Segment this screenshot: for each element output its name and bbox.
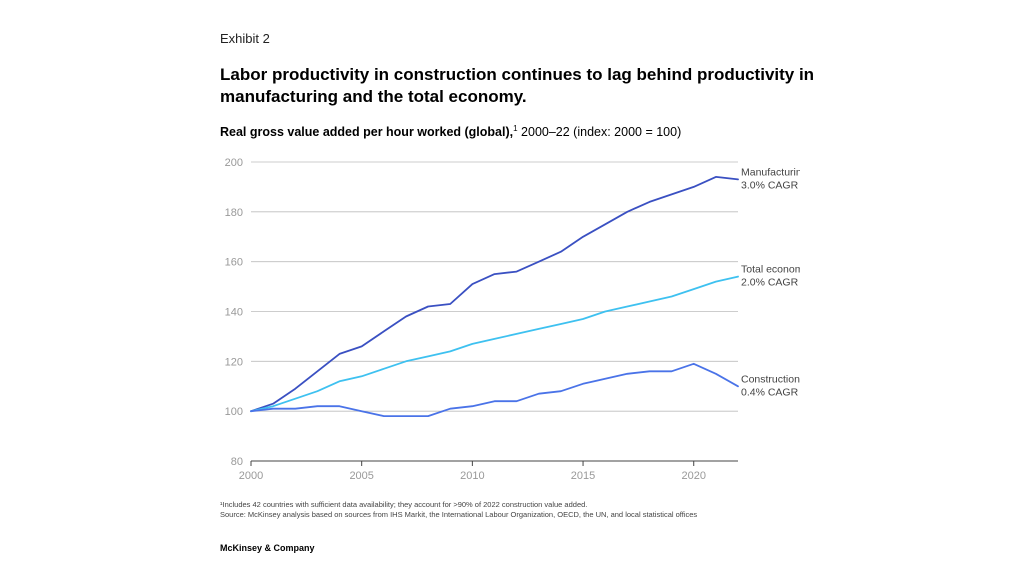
series-label-manufacturing: Manufacturing: [741, 166, 800, 178]
y-tick-label-200: 200: [225, 157, 243, 169]
x-tick-label-2020: 2020: [681, 470, 705, 482]
series-line-manufacturing: [250, 175, 739, 413]
footnote: ¹Includes 42 countries with sufficient d…: [220, 500, 697, 520]
series-label-total_economy: Total economy: [741, 264, 800, 276]
chart-title: Labor productivity in construction conti…: [220, 65, 815, 106]
line-chart: 80 100 120 140 160 180 200 2000 2005 2010 2015 2020…: [225, 157, 800, 482]
series-label-construction: Construction: [741, 373, 800, 385]
footnote-countries: ¹Includes 42 countries with sufficient d…: [220, 500, 588, 509]
x-tick-label-2005: 2005: [349, 470, 373, 482]
y-tick-label-120: 120: [225, 356, 243, 368]
y-tick-label-140: 140: [225, 307, 243, 319]
x-tick-label-2010: 2010: [460, 470, 484, 482]
y-tick-label-180: 180: [225, 207, 243, 219]
series-line-construction: [250, 362, 739, 418]
series-cagr-manufacturing: 3.0% CAGR: [741, 179, 799, 191]
brand-logo-text: McKinsey & Company: [220, 543, 315, 553]
y-tick-label-80: 80: [231, 456, 243, 468]
y-tick-label-160: 160: [225, 257, 243, 269]
exhibit-label: Exhibit 2: [220, 31, 270, 46]
series-line-total_economy: [250, 275, 739, 413]
subtitle-rest: 2000–22 (index: 2000 = 100): [517, 125, 682, 140]
series-cagr-construction: 0.4% CAGR: [741, 386, 799, 398]
subtitle-bold: Real gross value added per hour worked (…: [220, 125, 514, 140]
chart-subtitle: Real gross value added per hour worked (…: [220, 124, 681, 139]
x-tick-label-2000: 2000: [239, 470, 263, 482]
x-tick-label-2015: 2015: [571, 470, 595, 482]
footnote-source: Source: McKinsey analysis based on sourc…: [220, 510, 698, 519]
series-cagr-total_economy: 2.0% CAGR: [741, 277, 799, 289]
y-tick-label-100: 100: [225, 406, 243, 418]
subtitle-footnote-marker: 1: [513, 124, 518, 133]
